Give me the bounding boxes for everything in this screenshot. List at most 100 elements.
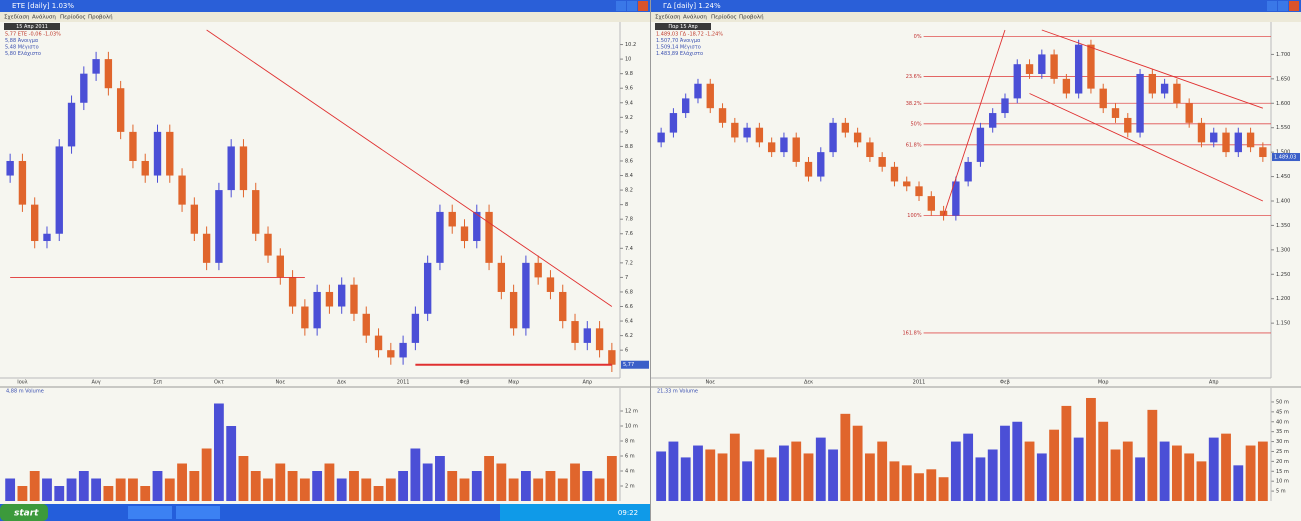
- volume-bar: [484, 456, 494, 501]
- volume-bar: [1184, 453, 1195, 501]
- volume-bar: [1221, 433, 1231, 501]
- volume-bar: [398, 471, 409, 501]
- volume-bar: [545, 471, 556, 501]
- y-tick-label: 25 m: [1276, 449, 1289, 455]
- candle-body: [1074, 44, 1083, 94]
- volume-bar: [668, 441, 679, 501]
- y-tick-label: 1.500: [1276, 150, 1290, 156]
- window-divider: [650, 0, 651, 521]
- candle-body: [436, 211, 444, 263]
- y-tick-label: 1.300: [1276, 247, 1290, 253]
- y-tick-label: 40 m: [1276, 419, 1289, 425]
- candle-body: [166, 131, 174, 176]
- start-button[interactable]: [0, 504, 48, 521]
- last-price-box: [621, 360, 649, 369]
- candle-body: [976, 127, 985, 162]
- y-tick-label: 9.4: [625, 100, 633, 106]
- y-tick-label: 6: [625, 348, 628, 354]
- window-button[interactable]: [627, 1, 637, 11]
- x-tick-label: Δεκ: [337, 380, 346, 386]
- candle-body: [1038, 54, 1046, 74]
- volume-bar: [693, 445, 703, 501]
- menu-bar: [0, 12, 650, 22]
- window-button[interactable]: [1289, 1, 1299, 11]
- date-box: [655, 23, 711, 30]
- volume-bar: [1208, 437, 1219, 501]
- volume-bar: [779, 445, 789, 501]
- candle-body: [399, 342, 407, 358]
- candle-body: [1050, 54, 1058, 79]
- volume-bar: [177, 463, 187, 501]
- volume-bar: [1257, 441, 1268, 501]
- x-tick-label: Απρ: [1209, 380, 1219, 386]
- window-button[interactable]: [1278, 1, 1288, 11]
- volume-bar: [1036, 453, 1047, 501]
- volume-bar: [1110, 449, 1121, 501]
- volume-bar: [754, 449, 765, 501]
- menu-item: Περίοδος: [711, 14, 737, 21]
- volume-bar: [926, 469, 937, 501]
- candle-body: [313, 291, 321, 329]
- volume-bar: [803, 453, 814, 501]
- volume-bar: [742, 461, 753, 501]
- candle-body: [374, 335, 383, 351]
- candle-body: [18, 160, 27, 205]
- volume-bar: [533, 478, 544, 501]
- volume-bar: [128, 478, 138, 501]
- candle-body: [657, 132, 665, 143]
- fib-label: 100%: [907, 213, 922, 219]
- legend-line: 5,80 Ελάχιστο: [5, 50, 41, 57]
- volume-bar: [226, 426, 237, 501]
- candle-body: [301, 306, 309, 329]
- tray: [500, 504, 650, 521]
- candle-body: [227, 146, 235, 191]
- volume-bar: [115, 478, 126, 501]
- candle-body: [338, 284, 346, 307]
- candle-body: [534, 262, 542, 278]
- fib-label: 161.8%: [903, 330, 922, 336]
- candle-body: [104, 59, 113, 89]
- y-tick-label: 12 m: [625, 409, 638, 415]
- volume-bar: [435, 456, 445, 501]
- window-button[interactable]: [616, 1, 626, 11]
- menu-item: Ανάλυση: [32, 14, 56, 21]
- volume-bar: [5, 478, 16, 501]
- volume-bar: [582, 471, 593, 501]
- candle-body: [1087, 44, 1095, 89]
- y-tick-label: 20 m: [1276, 459, 1289, 465]
- candle-body: [1099, 88, 1107, 109]
- volume-bar: [938, 477, 949, 501]
- volume-bar: [312, 471, 323, 501]
- volume-bar: [901, 465, 912, 501]
- window-button[interactable]: [1267, 1, 1277, 11]
- candle-body: [1013, 64, 1021, 99]
- y-tick-label: 9: [625, 129, 628, 135]
- volume-bar: [422, 463, 433, 501]
- legend-line: 5,48 Μέγιστο: [5, 44, 39, 51]
- task-button[interactable]: [128, 506, 172, 519]
- menu-item: Προβολή: [739, 14, 764, 21]
- window-button[interactable]: [638, 1, 648, 11]
- y-tick-label: 7.6: [625, 231, 633, 237]
- y-tick-label: 8.6: [625, 158, 633, 164]
- legend-line: 1.507,70 Άνοιγμα: [656, 37, 701, 44]
- x-tick-label: Μαρ: [508, 380, 519, 386]
- volume-bar: [361, 478, 372, 501]
- fib-label: 23.6%: [906, 74, 922, 80]
- y-tick-label: 30 m: [1276, 439, 1289, 445]
- candle-body: [288, 277, 297, 307]
- volume-bar: [140, 486, 151, 501]
- menu-item: Σχεδίαση: [655, 14, 681, 21]
- y-tick-label: 1.350: [1276, 223, 1290, 229]
- y-tick-label: 1.200: [1276, 296, 1290, 302]
- candle-body: [129, 131, 137, 161]
- task-button[interactable]: [176, 506, 220, 519]
- last-price-box: [1272, 153, 1300, 162]
- volume-bar: [103, 486, 114, 501]
- date-box: [4, 23, 60, 30]
- candle-body: [1222, 132, 1230, 153]
- candle-body: [473, 211, 481, 242]
- menu-item: Σχεδίαση: [4, 14, 30, 21]
- volume-bar: [78, 471, 89, 501]
